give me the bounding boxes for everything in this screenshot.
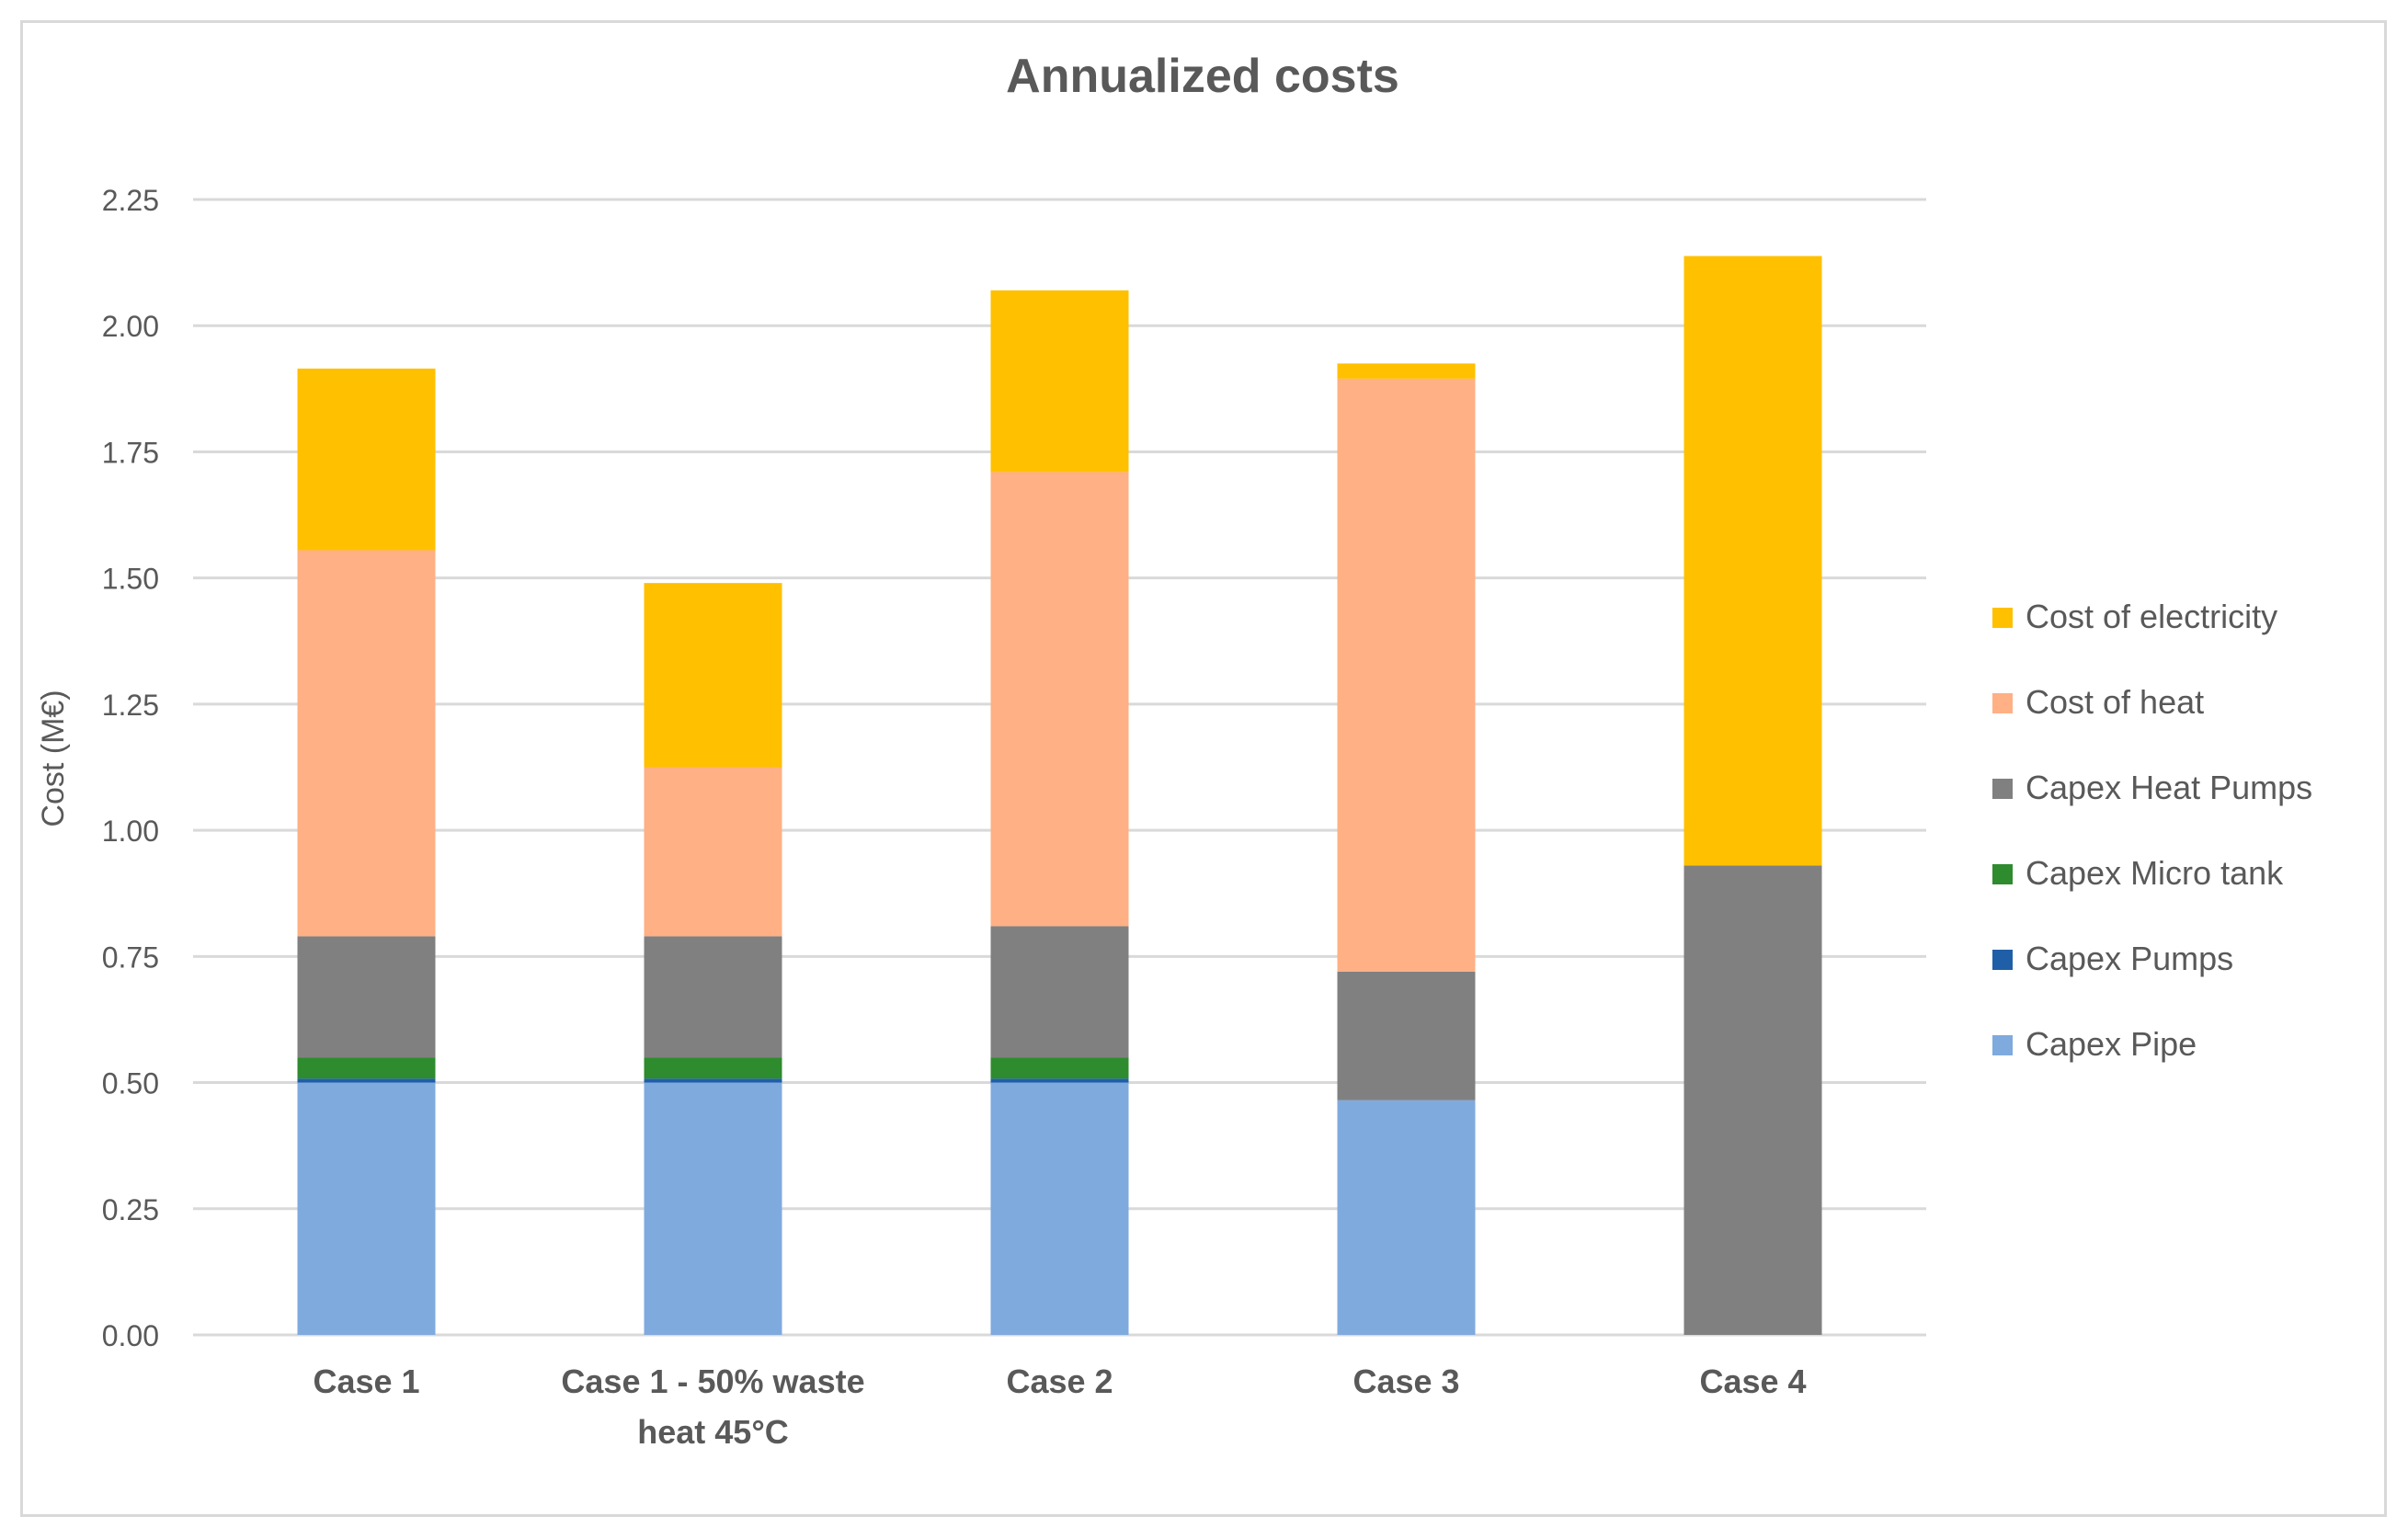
y-axis-label: Cost (M€): [36, 690, 71, 826]
legend-label-3: Capex Heat Pumps: [2026, 769, 2312, 806]
bar-segment-c3-s5: [990, 472, 1129, 927]
legend-swatch-2: [1992, 693, 2013, 713]
legend-label-1: Cost of electricity: [2026, 598, 2277, 635]
y-tick-label-0: 0.00: [102, 1319, 159, 1352]
legend-label-2: Cost of heat: [2026, 683, 2204, 721]
legend-swatch-3: [1992, 779, 2013, 799]
bar-segment-c2-s2: [644, 1078, 782, 1083]
bars: [297, 256, 1822, 1335]
x-category-label-1: Case 1: [313, 1362, 419, 1400]
legend-swatch-4: [1992, 864, 2013, 884]
y-tick-label-2: 0.50: [102, 1067, 159, 1100]
bar-segment-c2-s3: [644, 1057, 782, 1079]
x-category-label-4: Case 3: [1352, 1362, 1459, 1400]
x-category-label-5: Case 4: [1699, 1362, 1806, 1400]
bar-segment-c5-s4: [1683, 865, 1822, 1335]
y-tick-label-9: 2.25: [102, 184, 159, 217]
bar-segment-c3-s4: [990, 926, 1129, 1058]
bar-segment-c3-s3: [990, 1057, 1129, 1079]
bar-segment-c3-s6: [990, 290, 1129, 473]
legend-label-6: Capex Pipe: [2026, 1025, 2197, 1063]
bar-segment-c5-s6: [1683, 256, 1822, 866]
y-tick-label-8: 2.00: [102, 310, 159, 343]
chart-title: Annualized costs: [1006, 50, 1399, 103]
x-category-label-3: Case 2: [1006, 1362, 1113, 1400]
chart-frame: Annualized costs 0.00 0.25 0.50 0.75 1.00 1.2…: [20, 20, 2387, 1517]
x-axis-categories: Case 1 Case 1 - 50% waste heat 45°C Case 2 C…: [313, 1362, 1806, 1451]
legend-swatch-5: [1992, 950, 2013, 970]
y-tick-label-4: 1.00: [102, 815, 159, 848]
bar-segment-c1-s3: [297, 1057, 436, 1079]
x-category-label-2-line1: Case 1 - 50% waste: [561, 1362, 864, 1400]
bar-segment-c1-s2: [297, 1078, 436, 1083]
legend-label-4: Capex Micro tank: [2026, 854, 2284, 892]
bar-segment-c2-s6: [644, 583, 782, 768]
y-tick-label-3: 0.75: [102, 940, 159, 974]
legend-swatch-6: [1992, 1035, 2013, 1055]
x-category-label-2-line2: heat 45°C: [637, 1413, 788, 1451]
bar-segment-c3-s2: [990, 1078, 1129, 1083]
bar-segment-c2-s5: [644, 767, 782, 937]
y-tick-label-1: 0.25: [102, 1193, 159, 1226]
y-axis-ticks: 0.00 0.25 0.50 0.75 1.00 1.25 1.50 1.75 2.00 2.25: [102, 184, 159, 1352]
bar-segment-c2-s1: [644, 1082, 782, 1335]
legend-swatch-1: [1992, 608, 2013, 628]
y-tick-label-7: 1.75: [102, 436, 159, 469]
legend-label-5: Capex Pumps: [2026, 940, 2233, 977]
bar-segment-c4-s5: [1337, 378, 1476, 972]
bar-segment-c4-s4: [1337, 971, 1476, 1100]
bar-segment-c4-s6: [1337, 363, 1476, 379]
chart-svg: Annualized costs 0.00 0.25 0.50 0.75 1.00 1.2…: [36, 50, 2312, 1451]
bar-segment-c4-s1: [1337, 1100, 1476, 1335]
bar-segment-c1-s1: [297, 1082, 436, 1335]
bar-segment-c1-s6: [297, 368, 436, 551]
bar-segment-c2-s4: [644, 936, 782, 1058]
bar-segment-c3-s1: [990, 1082, 1129, 1335]
y-tick-label-6: 1.50: [102, 563, 159, 596]
bar-segment-c1-s5: [297, 550, 436, 937]
bar-segment-c1-s4: [297, 936, 436, 1058]
legend: Cost of electricity Cost of heat Capex Hea…: [1992, 598, 2312, 1063]
y-tick-label-5: 1.25: [102, 689, 159, 722]
